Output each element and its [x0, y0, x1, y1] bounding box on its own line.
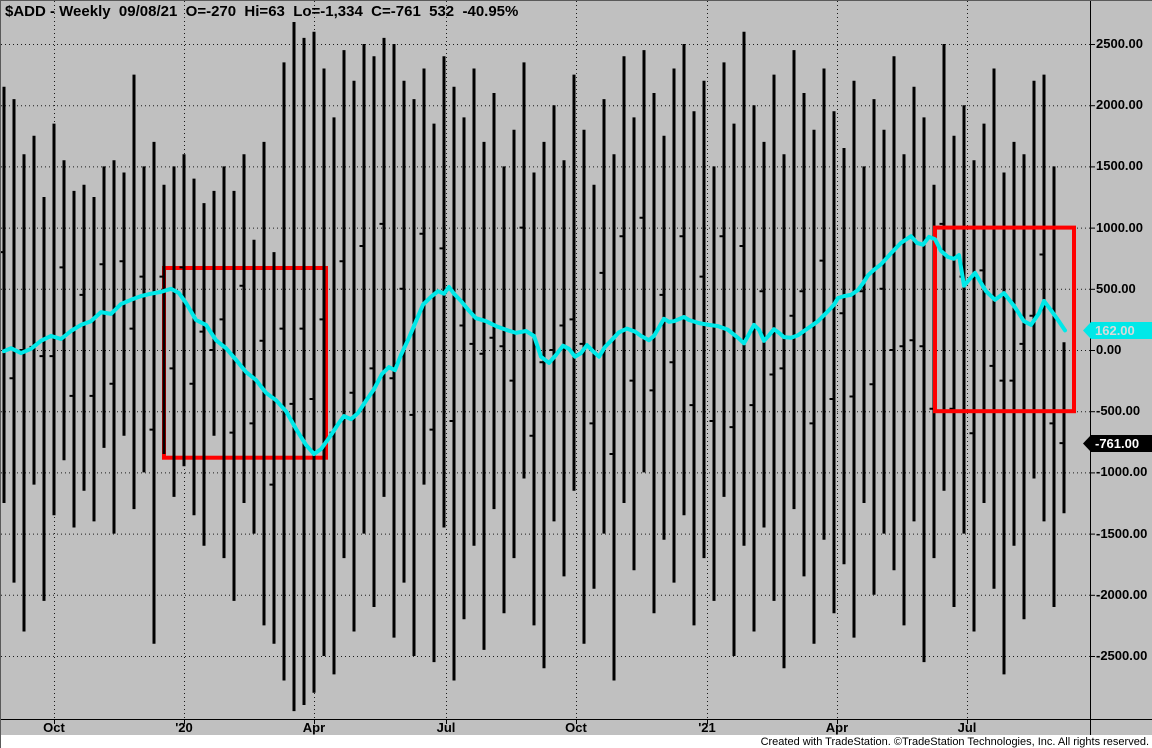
close-ticks	[1, 216, 1063, 486]
tradestation-copyright: Created with TradeStation. ©TradeStation…	[1, 735, 1152, 748]
chart-title: $ADD - Weekly 09/08/21 O=-270 Hi=63 Lo=-…	[5, 3, 519, 20]
ma-value-badge: 162.00	[1083, 322, 1152, 339]
ma-value: 162.00	[1095, 323, 1135, 338]
y-axis-label: -2500.00	[1096, 648, 1148, 663]
x-axis-label: '20	[175, 720, 193, 735]
price-bars	[2, 22, 1066, 712]
x-axis-label: Oct	[565, 720, 587, 735]
moving-average-line	[2, 234, 1067, 456]
y-axis-label: -2000.00	[1096, 587, 1148, 602]
annotation-rectangle	[933, 225, 1076, 414]
x-axis-label: Apr	[302, 720, 326, 735]
y-axis-label: 0.00	[1096, 342, 1122, 357]
y-axis-label: 2500.00	[1096, 36, 1143, 51]
x-axis-label: Oct	[43, 720, 65, 735]
x-axis-label: '21	[698, 720, 716, 735]
y-axis-label: -1500.00	[1096, 526, 1148, 541]
x-axis-label: Jul	[957, 720, 977, 735]
y-axis-label: 1500.00	[1096, 158, 1143, 173]
close-value-badge: -761.00	[1083, 435, 1152, 452]
y-axis-label: -500.00	[1096, 403, 1141, 418]
y-axis-label: 2000.00	[1096, 97, 1143, 112]
x-axis-label: Apr	[825, 720, 849, 735]
x-axis-label: Jul	[436, 720, 456, 735]
y-axis-label: 500.00	[1096, 281, 1136, 296]
y-axis-label: -1000.00	[1096, 464, 1148, 479]
y-axis-label: 1000.00	[1096, 220, 1143, 235]
close-value: -761.00	[1095, 436, 1140, 451]
